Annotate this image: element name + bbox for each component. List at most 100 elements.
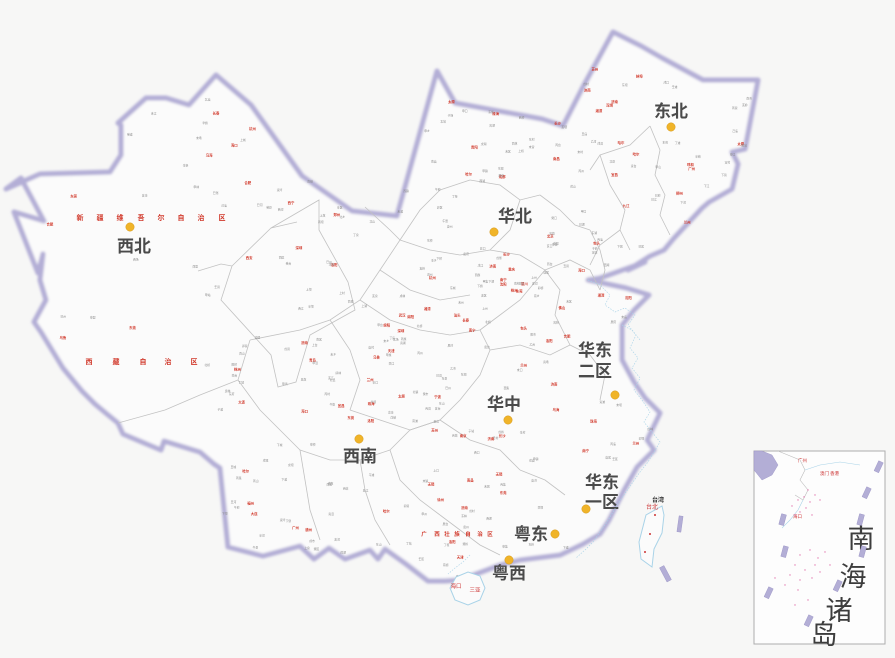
svg-text:无锡: 无锡 (496, 471, 503, 476)
svg-text:下滩: 下滩 (563, 546, 569, 550)
svg-text:长沙: 长沙 (503, 252, 510, 257)
svg-text:合肥: 合肥 (244, 180, 251, 185)
svg-text:宜昌: 宜昌 (611, 172, 618, 177)
svg-text:东堡: 东堡 (488, 110, 494, 114)
svg-text:丙集: 丙集 (236, 476, 242, 480)
svg-text:未区: 未区 (505, 149, 511, 153)
svg-text:酉江: 酉江 (389, 361, 395, 365)
svg-text:壮: 壮 (444, 530, 450, 538)
svg-text:东莞: 东莞 (347, 415, 354, 420)
svg-text:壬区: 壬区 (418, 557, 424, 561)
svg-text:丙庙: 丙庙 (597, 238, 603, 242)
svg-text:下城: 下城 (277, 443, 283, 447)
svg-text:西口: 西口 (474, 450, 480, 454)
svg-text:西湖: 西湖 (479, 179, 485, 183)
svg-text:未州: 未州 (458, 300, 464, 304)
svg-text:兰州: 兰州 (684, 220, 691, 225)
svg-text:下河: 下河 (680, 201, 686, 205)
svg-text:大连: 大连 (251, 511, 258, 516)
svg-text:庚盟: 庚盟 (255, 335, 261, 339)
svg-text:南镇: 南镇 (307, 179, 313, 183)
svg-text:东林: 东林 (461, 514, 467, 518)
svg-text:巳堡: 巳堡 (213, 191, 219, 195)
svg-text:九江: 九江 (623, 203, 630, 208)
svg-text:戌湖: 戌湖 (340, 551, 346, 555)
svg-text:藏: 藏 (113, 357, 120, 367)
svg-text:西: 西 (86, 357, 93, 367)
svg-text:海口: 海口 (793, 513, 802, 520)
svg-text:哈尔: 哈尔 (633, 152, 640, 157)
svg-text:未滩: 未滩 (397, 209, 403, 213)
svg-text:申口: 申口 (462, 109, 468, 113)
svg-text:南昌: 南昌 (553, 156, 560, 161)
svg-text:巳州: 巳州 (60, 315, 66, 319)
svg-text:西场: 西场 (133, 257, 139, 261)
svg-text:下江: 下江 (704, 184, 710, 188)
svg-text:北桥: 北桥 (204, 363, 210, 367)
svg-text:申镇: 申镇 (533, 457, 539, 461)
svg-text:赣州: 赣州 (305, 527, 312, 532)
svg-text:酉台: 酉台 (547, 262, 553, 266)
svg-text:酉坝: 酉坝 (538, 506, 544, 510)
svg-text:西江: 西江 (298, 307, 304, 311)
svg-text:戌山: 戌山 (570, 185, 576, 189)
svg-text:子滩: 子滩 (217, 408, 223, 412)
svg-text:自: 自 (140, 357, 147, 367)
svg-text:子岭: 子岭 (592, 246, 598, 250)
svg-text:亥河: 亥河 (532, 282, 538, 286)
svg-text:上泉: 上泉 (304, 546, 310, 550)
svg-text:丙集: 丙集 (500, 483, 506, 487)
svg-text:洛阳: 洛阳 (449, 539, 456, 544)
svg-text:深圳: 深圳 (296, 245, 303, 250)
svg-text:海口: 海口 (301, 408, 308, 413)
svg-text:辰湾: 辰湾 (448, 344, 454, 348)
svg-text:东湖: 东湖 (591, 231, 597, 235)
svg-text:无锡: 无锡 (428, 482, 435, 487)
svg-text:海口: 海口 (231, 143, 238, 148)
svg-text:辛区: 辛区 (337, 206, 343, 210)
svg-text:午府: 午府 (234, 506, 240, 510)
svg-text:株洲: 株洲 (234, 366, 241, 371)
svg-text:巳河: 巳河 (257, 203, 263, 207)
svg-text:下堡: 下堡 (286, 519, 292, 523)
svg-text:卯区: 卯区 (437, 206, 443, 210)
svg-text:东村: 东村 (529, 138, 535, 142)
svg-text:包头: 包头 (520, 325, 527, 330)
svg-text:株洲: 株洲 (511, 288, 518, 293)
svg-text:庚村: 庚村 (368, 346, 374, 350)
svg-text:下营: 下营 (721, 173, 727, 177)
svg-text:丙山: 丙山 (253, 479, 259, 483)
svg-text:华中: 华中 (487, 390, 521, 415)
svg-text:亥坝: 亥坝 (561, 125, 567, 129)
svg-text:戊村: 戊村 (583, 82, 589, 86)
svg-text:族: 族 (454, 530, 460, 538)
svg-text:午府: 午府 (435, 188, 441, 192)
svg-text:济南: 济南 (551, 382, 558, 387)
svg-text:治: 治 (165, 357, 172, 367)
svg-text:上城: 上城 (240, 138, 246, 142)
svg-text:乌鲁: 乌鲁 (60, 335, 67, 340)
svg-text:癸口: 癸口 (551, 216, 557, 220)
svg-text:丙旗: 丙旗 (401, 337, 407, 341)
svg-text:丙州: 丙州 (578, 169, 584, 173)
svg-text:区: 区 (487, 530, 493, 538)
svg-text:徐州: 徐州 (437, 497, 444, 502)
svg-text:酉区: 酉区 (279, 256, 285, 260)
svg-text:寅湖: 寅湖 (400, 341, 406, 345)
svg-text:丙营: 丙营 (732, 106, 738, 110)
svg-text:甲口: 甲口 (581, 209, 587, 213)
svg-text:丙台: 丙台 (555, 143, 561, 147)
svg-text:兰州: 兰州 (520, 362, 527, 367)
svg-text:辰泉: 辰泉 (498, 174, 504, 178)
svg-text:大连: 大连 (238, 400, 245, 405)
svg-text:庚区: 庚区 (543, 270, 549, 274)
svg-text:壬乡: 壬乡 (431, 259, 437, 263)
svg-text:尔: 尔 (158, 213, 165, 223)
svg-text:丑州: 丑州 (427, 272, 433, 276)
svg-text:壬滩: 壬滩 (672, 85, 678, 89)
svg-text:丙村: 丙村 (324, 392, 330, 396)
svg-text:一区: 一区 (585, 488, 619, 513)
svg-text:东城: 东城 (450, 286, 456, 290)
svg-text:戊堡: 戊堡 (496, 256, 502, 260)
svg-text:济南: 济南 (301, 340, 308, 345)
